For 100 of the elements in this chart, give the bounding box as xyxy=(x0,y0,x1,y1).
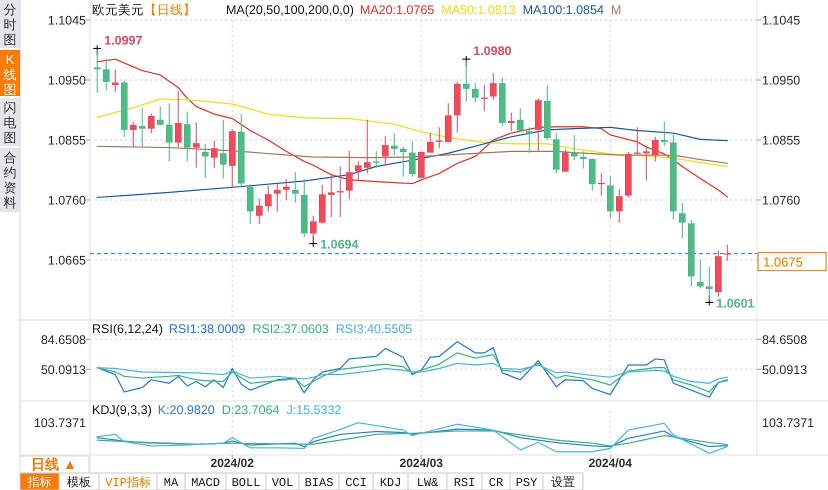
text: RSI2:37.0603 xyxy=(252,322,329,336)
candlestick xyxy=(184,111,191,162)
candlestick xyxy=(616,188,623,224)
text: 模板 xyxy=(67,476,91,490)
candlestick xyxy=(580,150,587,169)
candlestick xyxy=(364,119,371,174)
text: BIAS xyxy=(304,476,334,490)
candlestick xyxy=(112,69,119,92)
text: MACD xyxy=(191,476,220,490)
text: 分时图 xyxy=(4,2,16,47)
line-series xyxy=(96,362,728,384)
candlestick xyxy=(292,172,299,203)
legend-title: MA(20,50,100,200,0,0) xyxy=(226,3,354,17)
line-series xyxy=(96,126,728,198)
legend-title: KDJ(9,3,3) xyxy=(92,403,152,417)
text: BOLL xyxy=(232,476,260,490)
candlestick xyxy=(490,72,497,100)
ref-line-label: 1.0675 xyxy=(763,254,803,270)
candlestick xyxy=(174,90,182,148)
candlestick xyxy=(102,58,110,91)
candlestick xyxy=(166,102,173,162)
candlestick xyxy=(336,166,344,218)
candlestick xyxy=(346,150,353,200)
candlestick xyxy=(138,107,146,147)
candlestick xyxy=(274,183,281,212)
candlestick xyxy=(130,121,137,147)
candlestick xyxy=(436,126,443,149)
series-label: J:15.5332 xyxy=(286,403,342,417)
candlestick xyxy=(570,134,578,161)
text: LW& xyxy=(416,476,438,490)
text: K:20.9820 xyxy=(158,403,215,417)
text: RSI3:40.5505 xyxy=(336,322,412,336)
annotation: 1.0601 xyxy=(716,296,755,310)
text: CR xyxy=(488,476,504,490)
candlestick xyxy=(220,119,227,179)
text: 103.7371 xyxy=(762,416,814,430)
candlestick xyxy=(696,259,704,289)
candlestick xyxy=(472,82,479,103)
text: MA100:1.0854 xyxy=(522,3,604,17)
y2-tick-label: 1.1045 xyxy=(762,14,800,28)
legend-title: RSI(6,12,24) xyxy=(92,322,163,336)
candlestick xyxy=(256,198,263,224)
candlestick xyxy=(282,178,290,200)
text: MA20:1.0765 xyxy=(360,3,434,17)
text: CCI xyxy=(345,476,367,490)
y-tick-label: 1.0665 xyxy=(48,253,86,268)
text: K线图 xyxy=(4,52,16,97)
line-series xyxy=(96,98,728,168)
candlestick xyxy=(400,146,407,178)
candlestick xyxy=(264,184,272,212)
candlestick xyxy=(192,122,200,168)
chart-subtitle: 【日线】 xyxy=(144,3,196,17)
text: VIP指标 xyxy=(105,476,151,490)
candlestick xyxy=(480,84,488,112)
x-tick-label: 2024/04 xyxy=(588,456,632,470)
y-tick-label: 1.0950 xyxy=(48,74,86,88)
annotation: 1.0997 xyxy=(104,33,142,48)
y2-tick-label: 1.0760 xyxy=(762,193,800,208)
candlestick xyxy=(382,136,389,166)
candlestick xyxy=(562,148,569,173)
text: 103.7371 xyxy=(34,416,86,430)
candlestick xyxy=(508,112,515,132)
line-series xyxy=(96,58,728,198)
text: 设置 xyxy=(551,476,575,490)
candlestick xyxy=(516,108,524,132)
x-tick-label: 2024/02 xyxy=(210,456,254,470)
candlestick xyxy=(156,106,164,126)
text: 日线 ▲ xyxy=(31,456,77,472)
x-tick-label: 2024/03 xyxy=(400,456,444,470)
y-tick-label: 1.0855 xyxy=(48,133,86,148)
candlestick xyxy=(660,121,668,146)
text: PSY xyxy=(516,476,538,490)
candlestick xyxy=(724,244,731,262)
candlestick xyxy=(678,202,686,239)
y-tick-label: 84.6508 xyxy=(40,332,86,347)
candlestick xyxy=(634,126,641,154)
text: MA xyxy=(164,476,179,490)
candlestick xyxy=(426,132,434,154)
candlestick xyxy=(354,160,362,181)
y2-tick-label: 50.0913 xyxy=(762,362,808,377)
text: D:23.7064 xyxy=(222,403,280,417)
line-series xyxy=(96,341,728,398)
text: KDJ xyxy=(380,476,402,490)
y-tick-label: 1.1045 xyxy=(48,14,86,28)
candlestick xyxy=(148,112,155,134)
candlestick xyxy=(652,136,659,162)
text: 指标 xyxy=(26,476,52,490)
y-tick-label: 50.0913 xyxy=(40,362,86,377)
annotation: 1.0694 xyxy=(320,238,359,252)
y-tick-label: 1.0760 xyxy=(48,193,86,208)
text: RSI1:38.0009 xyxy=(168,322,246,336)
candlestick xyxy=(328,174,335,218)
text: RSI xyxy=(454,476,476,490)
text: 闪电图 xyxy=(4,100,16,145)
candlestick xyxy=(202,143,209,178)
candlestick xyxy=(390,133,398,156)
text: MA50:1.0813 xyxy=(441,3,516,17)
y2-tick-label: 1.0950 xyxy=(762,74,800,88)
candlestick xyxy=(210,140,218,168)
annotation: 1.0980 xyxy=(473,44,512,58)
